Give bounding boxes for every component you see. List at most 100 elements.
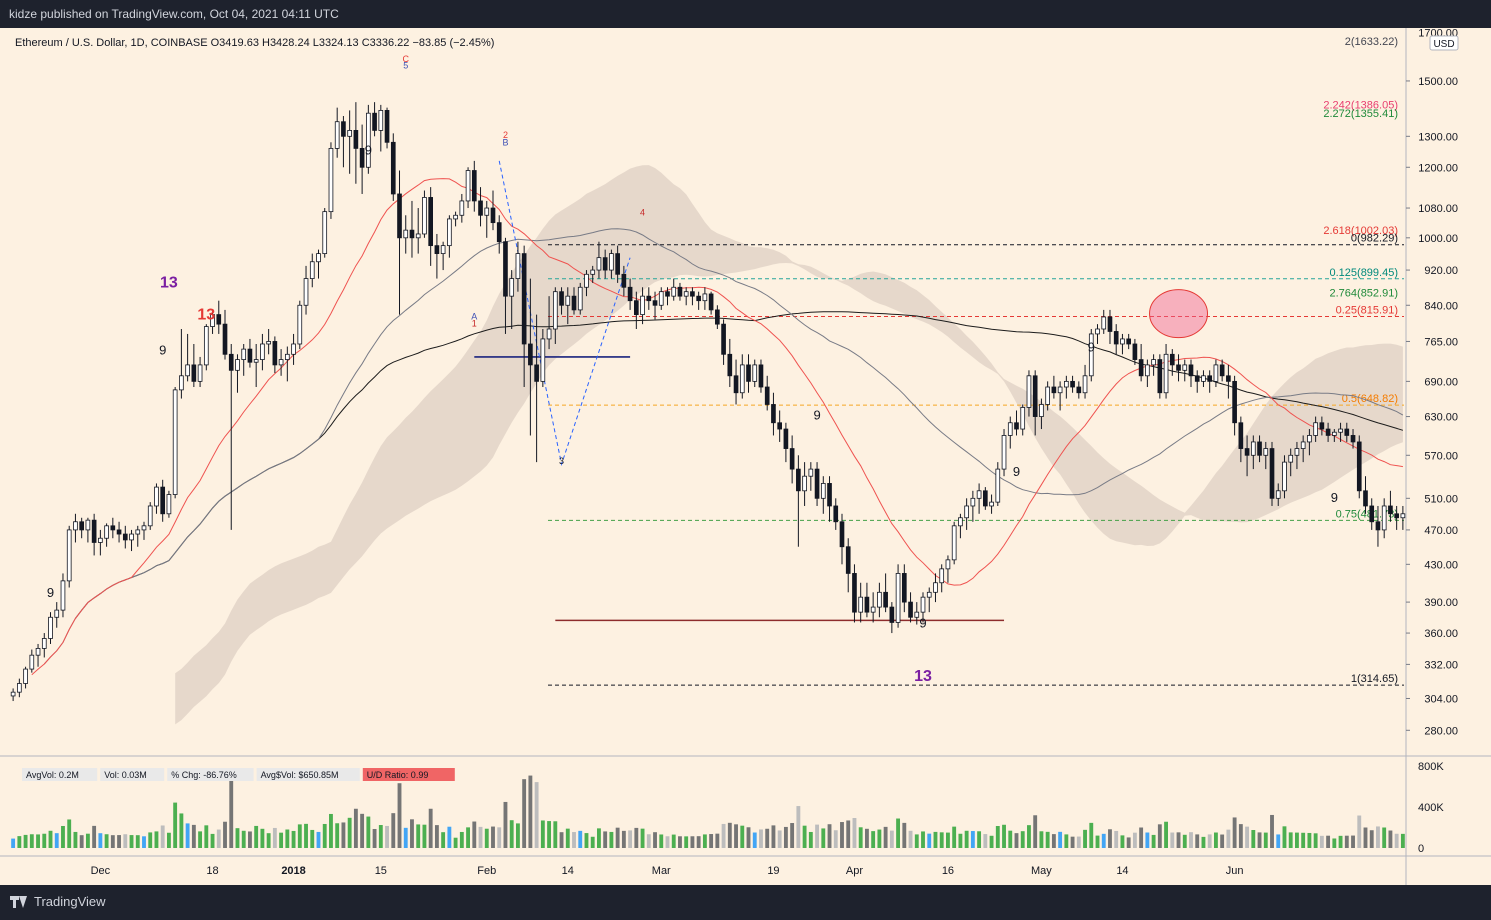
candle-body [1282, 461, 1287, 492]
candle-99 [627, 278, 633, 310]
candle-body [347, 130, 352, 137]
volume-bar-193 [1213, 832, 1218, 848]
volume-bar-190 [1195, 834, 1200, 848]
volume-bar-215 [1351, 835, 1355, 848]
volume-bar-103 [653, 832, 657, 848]
price-tick-17: 332.00 [1424, 659, 1458, 671]
candle-body [17, 683, 22, 693]
volume-bar-125 [790, 823, 795, 848]
candle-body [864, 596, 870, 613]
candle-body [939, 568, 945, 584]
candle-68 [434, 233, 440, 279]
time-axis[interactable]: Dec 18 2018 15 Feb 14 Mar 19 Apr 16 May 14 Jun [91, 865, 1244, 877]
candle-body [1095, 328, 1100, 335]
annotation-10: 9 [1331, 490, 1338, 505]
volume-bar-144 [908, 830, 913, 848]
volume-bar-192 [1207, 834, 1212, 848]
candle-body [166, 494, 172, 515]
candle-body [316, 253, 321, 263]
volume-bar-112 [709, 834, 714, 848]
volume-bar-161 [1014, 833, 1019, 848]
publisher-text: kidze published on TradingView.com, Oct … [9, 7, 339, 21]
volume-bar-50 [322, 823, 327, 848]
price-tick-11: 570.00 [1424, 450, 1458, 462]
volume-bar-33 [216, 829, 221, 848]
candle-24 [160, 479, 166, 522]
candle-192 [1207, 370, 1213, 393]
volume-bar-119 [752, 832, 757, 848]
fib-label-7: 0.25(815.91) [1336, 305, 1398, 317]
candle-88 [559, 287, 564, 315]
candle-85 [540, 329, 546, 388]
fib-label-3: 2.618(1002.03) [1323, 225, 1398, 237]
candle-body [66, 529, 72, 582]
chart-area[interactable]: 2(1633.22) 2.242(1386.05) 2.272(1355.41) 2.… [0, 28, 1491, 885]
candle-body [715, 309, 720, 325]
volume-bar-14 [98, 833, 103, 848]
volume-bar-168 [1058, 831, 1063, 848]
candle-body [1101, 316, 1107, 330]
candle-16 [110, 517, 116, 539]
price-axis[interactable]: 1700.00 1500.00 1300.00 1200.00 1080.00 1000.… [1406, 28, 1459, 855]
candle-12 [85, 517, 91, 543]
candle-body [129, 533, 134, 541]
candle-body [908, 601, 913, 618]
tradingview-logo[interactable]: TradingView [10, 894, 106, 909]
candle-107 [677, 282, 683, 301]
candle-160 [1007, 416, 1013, 449]
candle-body [1201, 375, 1206, 382]
candle-155 [976, 483, 982, 514]
candle-89 [565, 287, 571, 325]
volume-badge-bg-2 [167, 768, 254, 781]
candle-body [771, 404, 776, 424]
candle-body [191, 364, 197, 382]
candle-188 [1182, 359, 1188, 382]
volume-bar-181 [1139, 827, 1144, 848]
volume-bar-117 [740, 825, 745, 848]
volume-bar-84 [534, 782, 539, 848]
candle-211 [1325, 422, 1331, 442]
price-tick-7: 840.00 [1424, 300, 1458, 312]
volume-bar-178 [1120, 835, 1125, 848]
drawings [474, 160, 1209, 622]
pattern-triangle [498, 160, 631, 467]
candle-body [297, 304, 303, 345]
currency-badge[interactable] [1429, 35, 1459, 51]
candle-81 [515, 241, 521, 292]
candle-body [110, 525, 116, 531]
volume-bar-159 [1002, 824, 1006, 848]
candle-31 [203, 324, 209, 371]
annotation-5: 9 [365, 143, 372, 158]
candle-19 [129, 529, 134, 552]
candle-187 [1176, 354, 1181, 382]
time-tick-4: Feb [477, 865, 496, 877]
volume-bar-20 [135, 835, 140, 848]
candle-body [235, 359, 240, 371]
volume-bar-155 [977, 831, 982, 848]
candle-body [1001, 435, 1007, 470]
volume-bar-75 [478, 826, 483, 848]
candle-body [982, 490, 988, 507]
candle-149 [939, 564, 945, 593]
fib-label-8: 0.5(648.82) [1342, 393, 1398, 405]
candle-141 [889, 602, 895, 634]
grid [0, 28, 1491, 885]
candle-body [1039, 404, 1044, 417]
candle-1 [17, 678, 22, 698]
price-chart[interactable]: 2(1633.22) 2.242(1386.05)2.272(1355.41) 2.… [0, 28, 1491, 885]
candle-body [403, 229, 409, 239]
volume-tick-0: 800K [1418, 761, 1444, 773]
volume-bar-49 [316, 831, 321, 848]
candle-body [889, 606, 895, 623]
candle-body [933, 582, 938, 593]
volume-bar-63 [403, 827, 408, 848]
candle-129 [814, 462, 820, 506]
candle-body [1014, 422, 1019, 430]
candle-body [73, 521, 78, 531]
volume-bar-17 [117, 835, 121, 848]
volume-bar-154 [970, 831, 975, 848]
volume-bar-16 [110, 835, 115, 848]
candle-body [222, 323, 228, 355]
volume-bar-174 [1095, 835, 1100, 848]
candle-body [814, 468, 820, 499]
